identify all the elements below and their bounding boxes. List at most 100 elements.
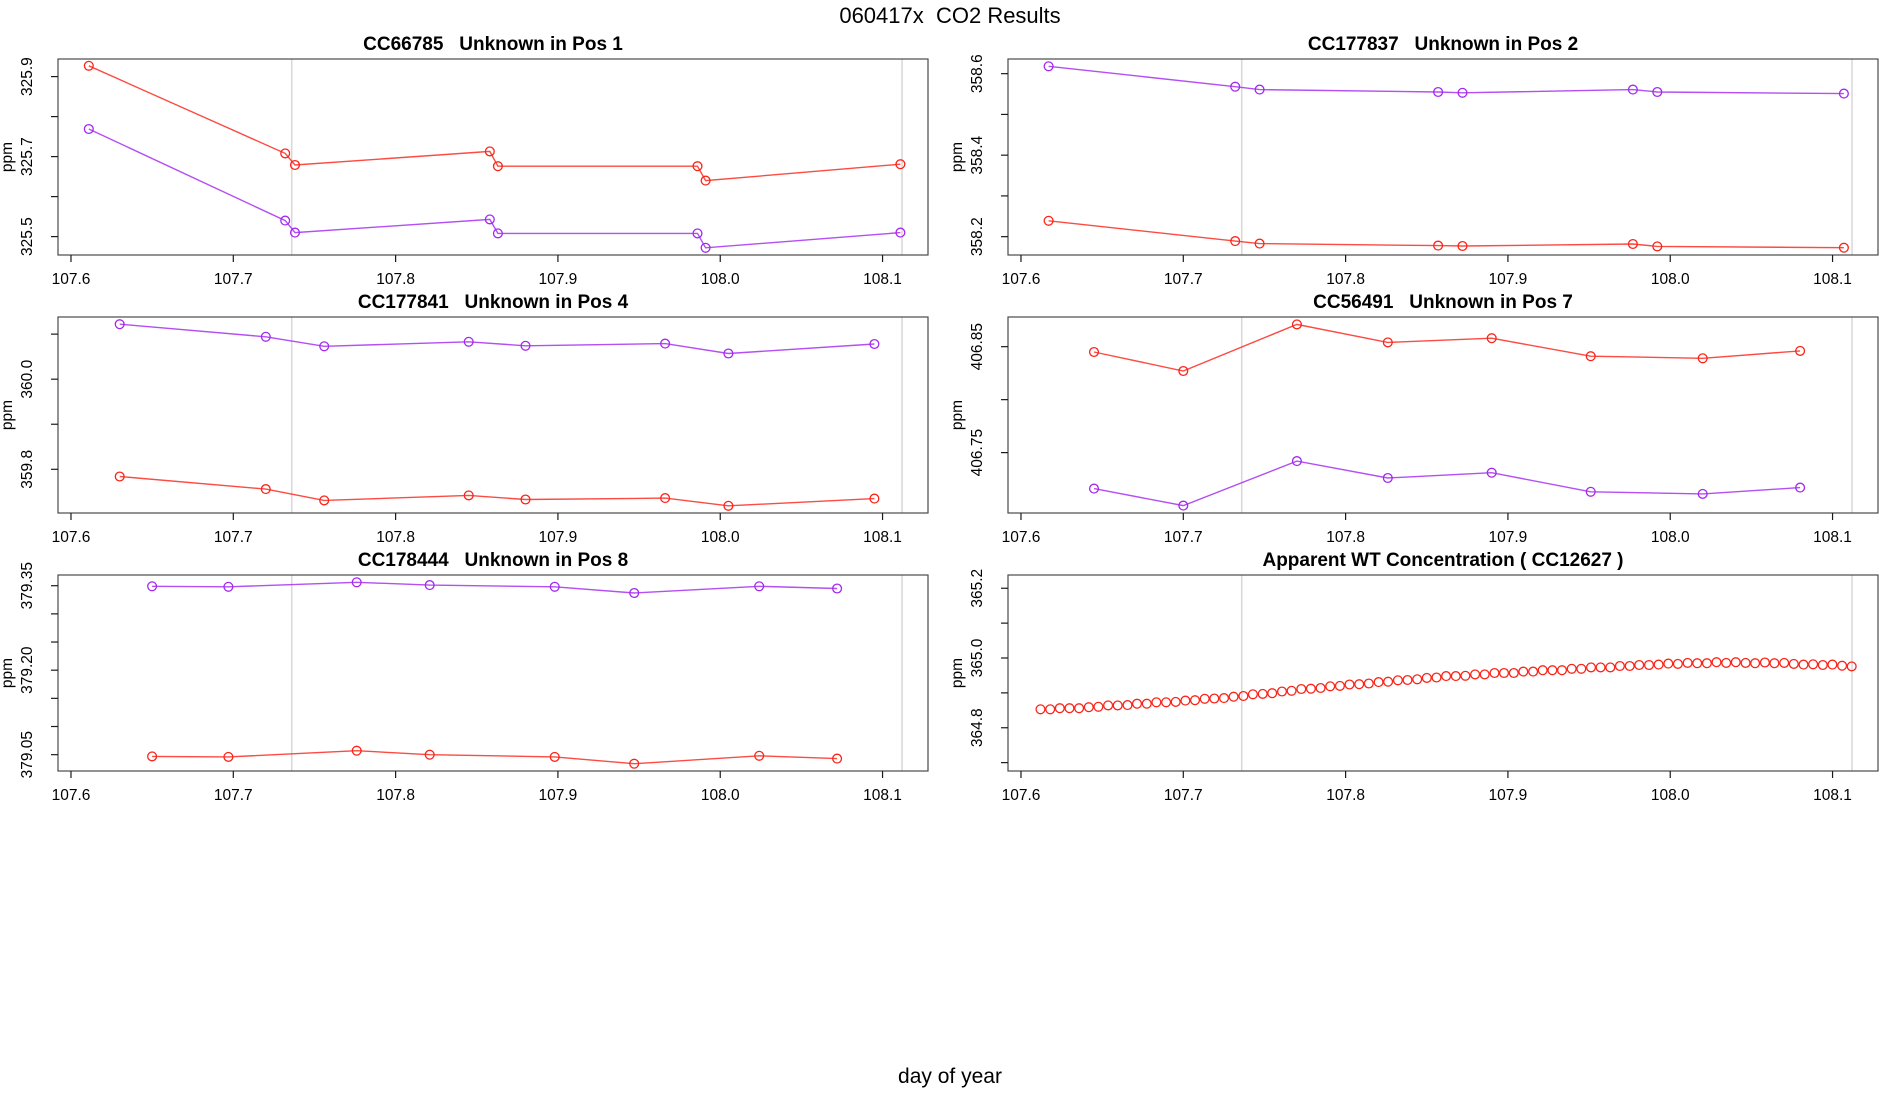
- series-purple: [1088, 456, 1806, 511]
- data-point: [1682, 657, 1693, 668]
- y-tick-label: 365.2: [969, 569, 986, 608]
- data-point: [723, 500, 734, 511]
- data-point: [1131, 698, 1143, 709]
- data-point: [1402, 674, 1413, 686]
- series-line: [88, 128, 901, 249]
- data-point: [1795, 482, 1806, 493]
- data-point: [1498, 667, 1510, 679]
- y-axis: 406.75 406.85: [969, 323, 1008, 476]
- data-point: [1230, 81, 1241, 92]
- y-tick-label: 406.85: [969, 323, 986, 370]
- x-tick-label: 108.0: [701, 271, 740, 288]
- y-axis: 364.8 365.0 365.2: [969, 569, 1008, 764]
- x-tick-label: 107.8: [1326, 787, 1365, 804]
- data-point: [289, 227, 301, 238]
- y-axis-title: ppm: [949, 658, 966, 688]
- x-axis: 107.6 107.7 107.8 107.9 108.0 108.1: [1002, 255, 1852, 288]
- data-point: [1508, 667, 1519, 679]
- y-tick-label: 379.20: [19, 646, 36, 694]
- data-point: [1614, 660, 1625, 672]
- reference-vlines: [290, 59, 903, 255]
- y-tick-label: 358.2: [969, 217, 986, 256]
- data-point: [520, 340, 531, 351]
- data-point: [1460, 670, 1471, 681]
- data-point: [1305, 683, 1316, 694]
- x-axis: 107.6 107.7 107.8 107.9 108.0 108.1: [52, 255, 902, 288]
- x-tick-label: 107.9: [1489, 529, 1528, 546]
- y-axis: 325.5 325.7 325.9: [19, 57, 58, 256]
- data-point: [280, 148, 291, 159]
- data-point: [1334, 680, 1345, 691]
- data-point: [1795, 345, 1806, 356]
- x-tick-label: 108.0: [701, 529, 740, 546]
- chart-panel-2: 107.6 107.7 107.8 107.9 108.0 108.1 358.2 358.4…: [949, 34, 1879, 288]
- data-point: [1769, 658, 1780, 669]
- series-line: [1093, 323, 1801, 372]
- y-tick-label: 365.0: [969, 638, 986, 677]
- data-point: [114, 471, 125, 482]
- data-point: [1808, 659, 1819, 670]
- chart-panel-1: 107.6 107.7 107.8 107.9 108.0 108.1 325.5 325.7…: [0, 34, 929, 288]
- data-point: [1218, 693, 1230, 704]
- x-tick-label: 107.6: [52, 271, 91, 288]
- data-point: [660, 338, 671, 349]
- series-purple: [147, 577, 843, 599]
- data-point: [83, 123, 94, 135]
- y-tick-label: 379.35: [19, 562, 36, 609]
- data-point: [1701, 658, 1712, 669]
- data-point: [280, 215, 291, 226]
- data-point: [1141, 698, 1152, 709]
- data-point: [895, 227, 906, 238]
- data-point: [1363, 678, 1374, 689]
- x-tick-label: 107.7: [214, 787, 253, 804]
- x-tick-label: 108.1: [863, 787, 902, 804]
- data-point: [1663, 658, 1674, 669]
- data-point: [1267, 688, 1278, 699]
- data-point: [1178, 500, 1189, 511]
- data-point: [1276, 686, 1288, 697]
- data-point: [1838, 242, 1849, 253]
- x-tick-label: 107.8: [1326, 271, 1365, 288]
- data-point: [1431, 672, 1442, 683]
- data-point: [1846, 661, 1857, 672]
- data-point: [1779, 657, 1790, 668]
- data-point: [1486, 467, 1497, 478]
- y-tick-label: 379.05: [19, 731, 36, 778]
- x-tick-label: 107.6: [52, 529, 91, 546]
- series-line: [119, 475, 875, 507]
- data-point: [1291, 319, 1302, 330]
- data-point: [1247, 689, 1258, 700]
- data-point: [1595, 662, 1606, 673]
- data-point: [1470, 669, 1481, 680]
- data-point: [1122, 700, 1133, 711]
- data-point: [1643, 659, 1655, 671]
- series-red: [1088, 319, 1806, 377]
- chart-title: CC66785 Unknown in Pos 1: [363, 34, 623, 55]
- x-axis: 107.6 107.7 107.8 107.9 108.0 108.1: [1002, 771, 1852, 804]
- data-point: [549, 581, 560, 592]
- plot-frame: [57, 316, 929, 514]
- data-point: [629, 758, 640, 769]
- data-point: [1457, 240, 1468, 252]
- data-point: [1315, 682, 1326, 694]
- y-tick-label: 358.4: [969, 135, 986, 174]
- data-point: [1566, 663, 1577, 674]
- series-red: [147, 745, 843, 769]
- data-point: [1817, 659, 1828, 671]
- y-axis: 359.8 360.0: [19, 333, 58, 489]
- data-point: [1441, 671, 1452, 682]
- data-point: [1083, 702, 1094, 713]
- data-point: [223, 751, 234, 762]
- data-point: [1254, 84, 1265, 95]
- x-tick-label: 108.0: [1651, 529, 1690, 546]
- data-point: [1457, 87, 1468, 98]
- data-point: [492, 161, 503, 172]
- data-point: [1286, 685, 1297, 696]
- data-point: [1382, 337, 1393, 348]
- x-tick-label: 107.7: [1164, 271, 1203, 288]
- reference-vlines: [290, 575, 903, 771]
- x-tick-label: 107.8: [1326, 529, 1365, 546]
- data-point: [83, 60, 94, 71]
- data-point: [147, 581, 158, 592]
- data-point: [1421, 672, 1432, 683]
